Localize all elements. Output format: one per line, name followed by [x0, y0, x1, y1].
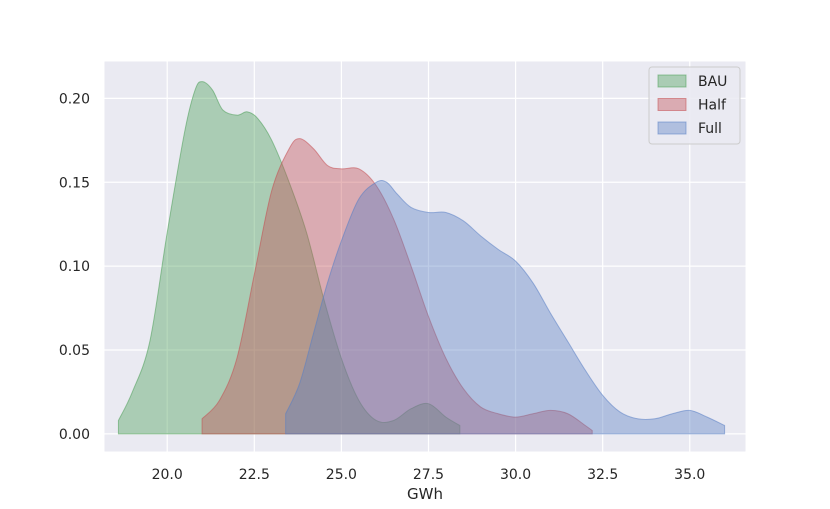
- legend-label: Full: [698, 121, 722, 137]
- area-half: [201, 138, 593, 435]
- area-full: [285, 179, 726, 435]
- y-tick-label: 0.10: [59, 259, 90, 275]
- x-tick-labels: 20.0 22.5 25.0 27.5 30.0 32.5 35.0: [152, 467, 706, 483]
- legend-box: [648, 66, 741, 145]
- y-tick-label: 0.20: [59, 91, 90, 107]
- y-tick-label: 0.15: [59, 175, 90, 191]
- legend-swatch: [657, 74, 687, 88]
- x-tick-label: 20.0: [152, 467, 183, 483]
- legend-swatch: [657, 121, 687, 135]
- y-tick-label: 0.05: [59, 343, 90, 359]
- series-areas: [117, 81, 726, 435]
- x-tick-label: 27.5: [413, 467, 444, 483]
- x-tick-label: 25.0: [326, 467, 357, 483]
- legend: BAU Half Full: [648, 66, 741, 145]
- y-tick-label: 0.00: [59, 427, 90, 443]
- y-tick-labels: 0.00 0.05 0.10 0.15 0.20: [59, 91, 90, 442]
- x-tick-label: 22.5: [239, 467, 270, 483]
- x-tick-label: 30.0: [500, 467, 531, 483]
- legend-swatch: [657, 98, 687, 111]
- x-tick-label: 35.0: [674, 467, 705, 483]
- legend-label: BAU: [698, 74, 727, 90]
- area-bau: [117, 81, 461, 435]
- x-axis-label: GWh: [407, 485, 443, 503]
- x-tick-label: 32.5: [587, 467, 618, 483]
- plot-background: [104, 61, 746, 452]
- legend-label: Half: [698, 98, 727, 114]
